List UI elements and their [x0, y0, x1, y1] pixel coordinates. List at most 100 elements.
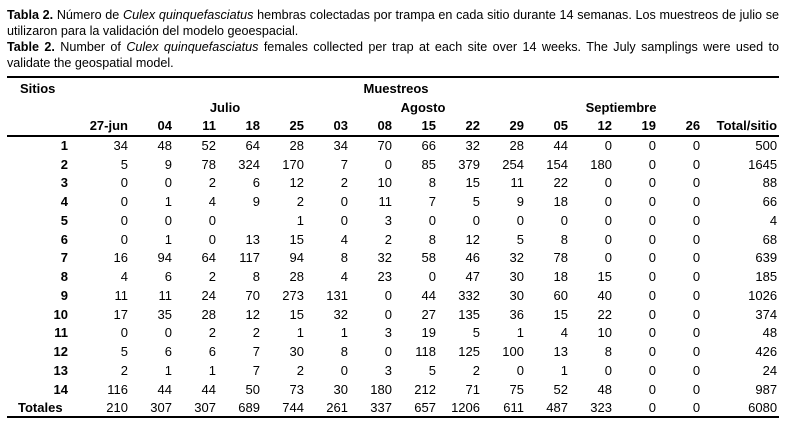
caption-text-en-post: females collected per trap at each site … [7, 40, 780, 70]
table-row: 13 2 1 1 7 2 0 3 5 2 0 1 0 0 0 24 [7, 361, 779, 380]
value-cell: 1 [516, 325, 524, 341]
value-cell: 117 [239, 250, 260, 266]
value-cell: 2 [252, 325, 260, 341]
table-row: 3 0 0 2 6 12 2 10 8 15 11 22 0 0 0 88 [7, 174, 779, 193]
caption-label-en: Table 2. [7, 40, 55, 54]
value-cell: 0 [604, 194, 612, 210]
value-cell: 6 [252, 175, 260, 191]
value-cell: 47 [465, 269, 480, 285]
site-cell: 13 [53, 362, 68, 378]
value-cell: 0 [384, 156, 392, 172]
table-row: 5 0 0 0 1 0 3 0 0 0 0 0 0 0 4 [7, 211, 779, 230]
value-cell: 1206 [451, 399, 480, 415]
value-cell: 44 [201, 381, 216, 397]
value-cell: 0 [692, 269, 701, 285]
total-cell: 6080 [748, 399, 778, 415]
total-cell: 987 [755, 381, 778, 397]
value-cell: 28 [201, 306, 216, 322]
muestreos-header: Muestreos [363, 80, 429, 96]
value-cell: 28 [289, 269, 304, 285]
value-cell: 35 [157, 306, 172, 322]
value-cell: 11 [158, 287, 173, 303]
total-cell: 4 [769, 212, 778, 228]
value-cell: 22 [553, 175, 568, 191]
value-cell: 48 [157, 138, 172, 154]
value-cell: 0 [692, 231, 701, 247]
total-cell: 639 [755, 250, 778, 266]
value-cell: 0 [604, 362, 612, 378]
site-cell: 5 [60, 212, 68, 228]
value-cell: 4 [340, 231, 348, 247]
value-cell: 0 [164, 212, 172, 228]
value-cell: 0 [692, 306, 701, 322]
value-cell: 11 [114, 287, 129, 303]
value-cell: 8 [340, 344, 348, 360]
value-cell: 1 [296, 325, 304, 341]
caption-label-es: Tabla 2. [7, 8, 54, 22]
value-cell: 8 [560, 231, 568, 247]
totals-row: Totales 210 307 307 689 744 261 337 657 1206 611 48… [7, 399, 779, 418]
value-cell: 0 [648, 194, 656, 210]
value-cell: 36 [509, 306, 524, 322]
value-cell: 2 [296, 362, 304, 378]
value-cell: 15 [289, 231, 304, 247]
value-cell: 12 [465, 231, 480, 247]
value-cell: 307 [150, 399, 172, 415]
value-cell: 5 [120, 344, 128, 360]
sitios-header: Sitios [20, 80, 56, 96]
value-cell: 487 [546, 399, 568, 415]
value-cell: 0 [516, 362, 524, 378]
value-cell: 212 [414, 381, 436, 397]
total-cell: 426 [755, 344, 778, 360]
value-cell: 2 [384, 231, 392, 247]
value-cell: 0 [120, 212, 128, 228]
value-cell: 0 [692, 156, 701, 172]
date-header: 19 [621, 116, 665, 137]
value-cell: 44 [157, 381, 172, 397]
header-spacer [7, 98, 83, 116]
value-cell: 27 [421, 306, 436, 322]
value-cell: 0 [692, 362, 701, 378]
table-row: 4 0 1 4 9 2 0 11 7 5 9 18 0 0 0 66 [7, 192, 779, 211]
value-cell: 0 [340, 194, 348, 210]
site-cell: 12 [53, 344, 68, 360]
site-cell: 7 [60, 250, 68, 266]
value-cell: 0 [560, 212, 568, 228]
value-cell: 0 [340, 362, 348, 378]
value-cell: 0 [604, 250, 612, 266]
date-header: 26 [665, 116, 710, 137]
value-cell: 8 [604, 344, 612, 360]
value-cell: 4 [120, 269, 128, 285]
value-cell: 0 [648, 381, 656, 397]
value-cell: 8 [428, 231, 436, 247]
total-cell: 48 [762, 325, 778, 341]
caption-es: Tabla 2. Número de Culex quinquefasciatu… [7, 7, 779, 39]
value-cell: 0 [648, 156, 656, 172]
date-header: 15 [401, 116, 445, 137]
value-cell: 73 [289, 381, 304, 397]
date-header: 08 [357, 116, 401, 137]
date-header: 11 [181, 116, 225, 137]
value-cell: 2 [340, 175, 348, 191]
date-header: 12 [577, 116, 621, 137]
value-cell: 50 [245, 381, 260, 397]
value-cell: 71 [465, 381, 480, 397]
value-cell: 0 [692, 250, 701, 266]
value-cell: 180 [370, 381, 392, 397]
date-header: 04 [137, 116, 181, 137]
value-cell: 13 [245, 231, 260, 247]
value-cell: 689 [238, 399, 260, 415]
date-header: 03 [313, 116, 357, 137]
total-cell: 1645 [748, 156, 778, 172]
value-cell: 1 [164, 194, 172, 210]
value-cell: 0 [648, 325, 656, 341]
value-cell: 22 [597, 306, 612, 322]
total-cell: 88 [762, 175, 778, 191]
value-cell: 16 [113, 250, 128, 266]
value-cell: 0 [692, 325, 701, 341]
value-cell: 30 [509, 287, 524, 303]
value-cell: 100 [502, 344, 524, 360]
value-cell: 0 [648, 362, 656, 378]
value-cell: 2 [296, 194, 304, 210]
site-cell: 9 [60, 287, 68, 303]
